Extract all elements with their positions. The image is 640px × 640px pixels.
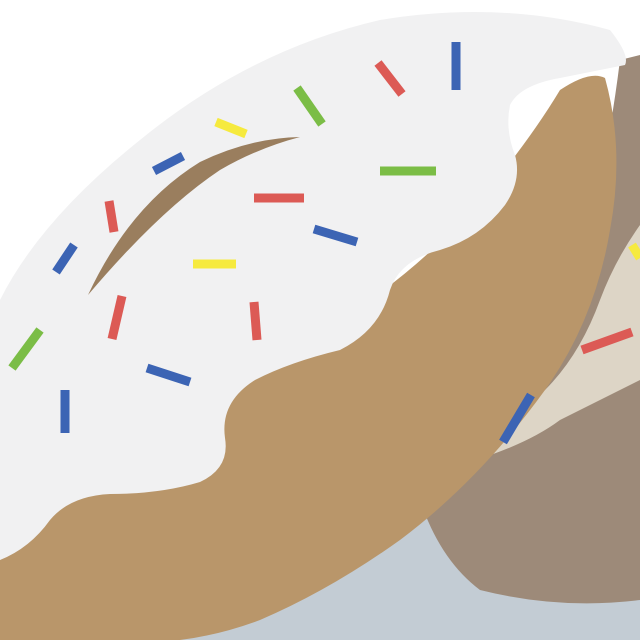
sprinkle	[214, 117, 248, 139]
sprinkle	[107, 294, 127, 341]
sprinkles	[8, 42, 640, 445]
sprinkle	[104, 200, 119, 233]
sprinkle	[580, 327, 634, 355]
front-donut-icing	[0, 12, 626, 560]
sprinkle	[52, 242, 78, 275]
sprinkle	[249, 301, 262, 341]
sprinkle	[374, 60, 406, 97]
sprinkle	[312, 224, 359, 247]
sprinkle	[145, 363, 192, 387]
sprinkle	[628, 242, 640, 261]
sprinkle	[151, 152, 186, 175]
donut-hole-highlight	[88, 137, 300, 295]
sprinkle	[293, 85, 326, 127]
sprinkle	[499, 392, 535, 445]
sprinkle	[8, 327, 44, 371]
